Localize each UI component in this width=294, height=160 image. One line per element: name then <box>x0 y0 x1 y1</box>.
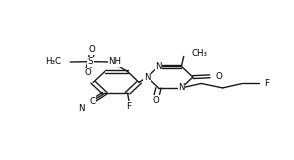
Text: F: F <box>126 101 132 111</box>
Text: N: N <box>155 62 162 71</box>
Text: N: N <box>144 73 150 82</box>
Text: N: N <box>78 104 84 113</box>
Text: O: O <box>153 96 159 105</box>
Text: F: F <box>264 79 269 88</box>
Text: S: S <box>88 57 93 66</box>
Text: O: O <box>88 45 95 55</box>
Text: NH: NH <box>108 57 121 67</box>
Text: H₃C: H₃C <box>46 57 61 67</box>
Text: O: O <box>85 68 91 77</box>
Text: CH₃: CH₃ <box>191 49 207 58</box>
Text: C: C <box>89 97 95 106</box>
Text: O: O <box>215 72 222 81</box>
Text: N: N <box>178 83 185 92</box>
